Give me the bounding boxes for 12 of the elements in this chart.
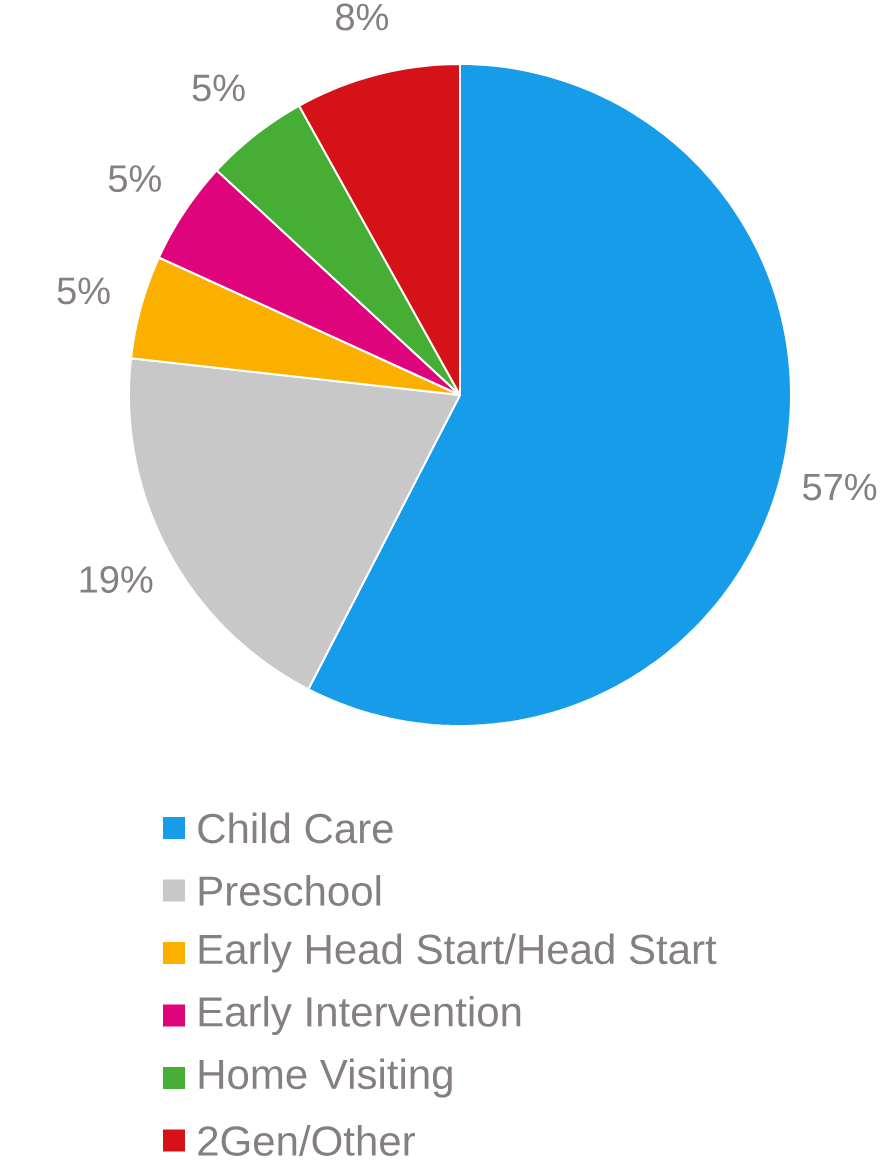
data-label: 5%: [192, 74, 245, 102]
legend-label: Preschool: [199, 875, 381, 906]
data-label: 5%: [57, 277, 110, 305]
legend-label: Early Head Start/Head Start: [199, 933, 717, 973]
legend-label: Home Visiting: [199, 1058, 452, 1098]
legend-label: Child Care: [198, 812, 393, 844]
legend-label: 2Gen/Other: [198, 1125, 415, 1156]
data-label: 19%: [80, 566, 153, 593]
data-label: 5%: [108, 165, 161, 193]
data-label: 57%: [803, 473, 877, 501]
data-label: 8%: [336, 3, 389, 31]
legend-label: Early Intervention: [199, 995, 521, 1036]
